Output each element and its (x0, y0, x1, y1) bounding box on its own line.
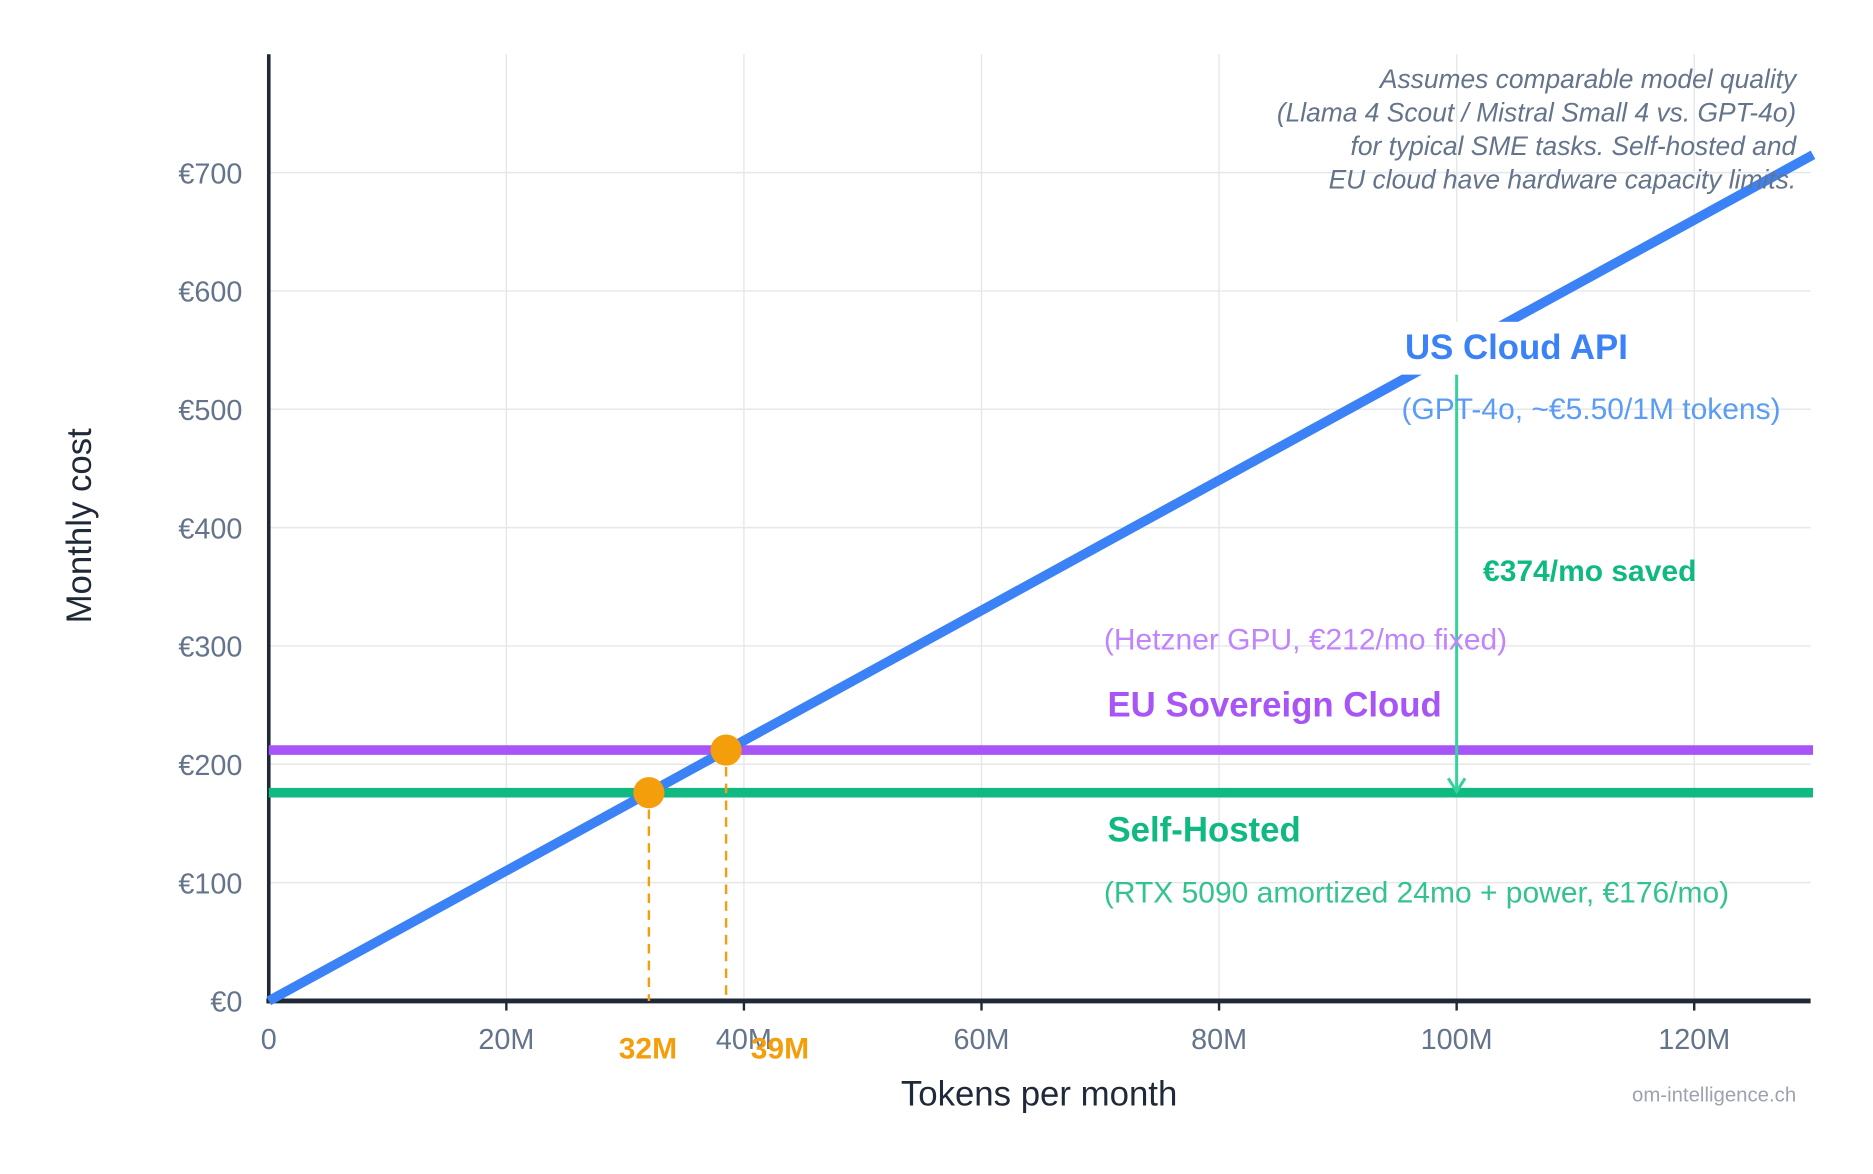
x-tick-label: 100M (1421, 1024, 1493, 1056)
x-tick-label: 80M (1191, 1024, 1247, 1056)
x-axis-title: Tokens per month (901, 1075, 1177, 1113)
x-axis-ticks: 0 20M 40M 60M 80M 100M 120M (261, 1000, 1730, 1056)
y-tick-label: €500 (178, 395, 242, 427)
series-lines (266, 150, 1816, 1006)
breakeven-labels: 32M 39M (619, 1033, 809, 1066)
x-tick-label: 120M (1658, 1024, 1730, 1056)
gridlines (268, 54, 1811, 1001)
arrow-down-icon (1446, 777, 1467, 795)
us-cloud-subtitle: (GPT-4o, ~€5.50/1M tokens) (1401, 393, 1780, 426)
x-tick-label: 60M (953, 1024, 1009, 1056)
note-line: for typical SME tasks. Self-hosted and (1351, 131, 1798, 161)
x-tick-label: 0 (261, 1024, 277, 1056)
eu-cloud-subtitle: (Hetzner GPU, €212/mo fixed) (1104, 623, 1507, 656)
self-hosted-subtitle: (RTX 5090 amortized 24mo + power, €176/m… (1104, 877, 1729, 910)
y-tick-label: €600 (178, 277, 242, 309)
breakeven-label: 39M (751, 1033, 809, 1066)
series-line-us-cloud-api (266, 150, 1816, 1006)
breakeven-point (633, 777, 665, 809)
note-line: Assumes comparable model quality (1378, 64, 1798, 94)
y-tick-label: €700 (178, 158, 242, 190)
x-tick-label: 20M (478, 1024, 534, 1056)
y-tick-label: €0 (210, 987, 242, 1019)
y-tick-label: €400 (178, 513, 242, 545)
note-line: EU cloud have hardware capacity limits. (1329, 165, 1797, 195)
breakeven-point (710, 734, 742, 766)
watermark: om-intelligence.ch (1632, 1085, 1796, 1107)
y-axis-title: Monthly cost (61, 428, 99, 624)
breakeven-label: 32M (619, 1033, 677, 1066)
y-axis-ticks: €0 €100 €200 €300 €400 €500 €600 €700 (178, 158, 242, 1018)
y-tick-label: €200 (178, 750, 242, 782)
eu-cloud-label: EU Sovereign Cloud (1107, 687, 1441, 725)
x-tick-label: 40M (716, 1024, 772, 1056)
us-cloud-label: US Cloud API (1405, 329, 1628, 367)
savings-label: €374/mo saved (1483, 555, 1696, 588)
self-hosted-label: Self-Hosted (1107, 811, 1300, 849)
note-line: (Llama 4 Scout / Mistral Small 4 vs. GPT… (1277, 97, 1796, 127)
y-tick-label: €300 (178, 632, 242, 664)
y-tick-label: €100 (178, 868, 242, 900)
